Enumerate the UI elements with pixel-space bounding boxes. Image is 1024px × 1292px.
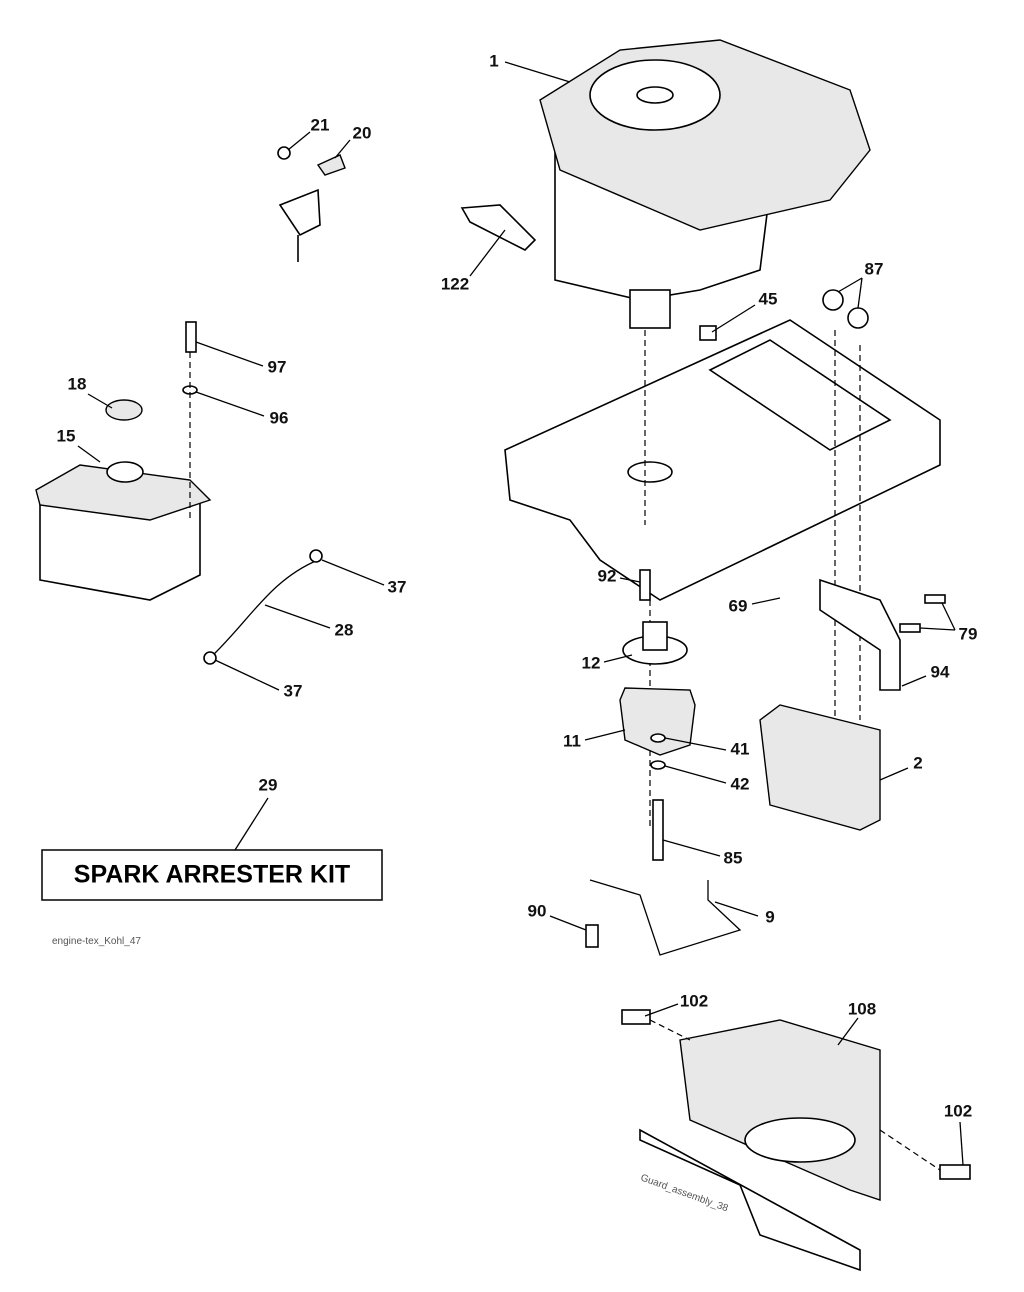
- callout: 12: [582, 653, 601, 672]
- callout: 1: [489, 51, 498, 70]
- callout: 69: [729, 596, 748, 615]
- callout: 20: [353, 123, 372, 142]
- callout: 37: [388, 577, 407, 596]
- part-122: [460, 204, 537, 251]
- callout: 122: [441, 274, 469, 293]
- guard-id: Guard_assembly_38: [639, 1172, 730, 1214]
- frame: [504, 319, 941, 601]
- callout: 21: [311, 115, 330, 134]
- callout: 45: [759, 289, 778, 308]
- engine: [539, 39, 871, 329]
- callout: 85: [724, 848, 743, 867]
- callout: 102: [680, 991, 708, 1010]
- callout: 90: [528, 901, 547, 920]
- callout: 96: [270, 408, 289, 427]
- callout: 42: [731, 774, 750, 793]
- callout: 15: [57, 426, 76, 445]
- kit-box: [41, 849, 383, 901]
- drawing-id: engine-tex_Kohl_47: [52, 936, 141, 947]
- callout: 92: [598, 566, 617, 585]
- fuel-tank: [35, 321, 212, 601]
- callout: 29: [259, 775, 278, 794]
- kit-label: SPARK ARRESTER KIT: [74, 861, 350, 889]
- callout: 108: [848, 999, 876, 1018]
- leaders: [77, 61, 964, 1166]
- part-20-21: [277, 146, 346, 262]
- callout: 11: [563, 731, 581, 750]
- callout: 18: [68, 374, 87, 393]
- callout: 102: [944, 1101, 972, 1120]
- callout: 41: [731, 739, 750, 758]
- callout: 2: [913, 753, 922, 772]
- guard: [621, 1009, 971, 1272]
- callout: 87: [865, 259, 884, 278]
- callout: 37: [284, 681, 303, 700]
- callout: 94: [931, 662, 950, 681]
- callout: 9: [765, 907, 774, 926]
- callout: 97: [268, 357, 287, 376]
- callout: 28: [335, 620, 354, 639]
- callout: 79: [959, 624, 978, 643]
